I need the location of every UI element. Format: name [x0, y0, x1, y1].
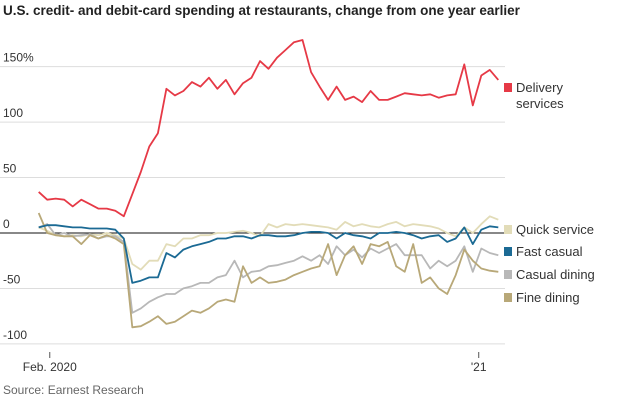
legend-item: Fast casual	[504, 244, 616, 260]
chart-title: U.S. credit- and debit-card spending at …	[3, 3, 520, 18]
legend-label: Casual dining	[516, 267, 595, 282]
legend-item: Casual dining	[504, 267, 616, 283]
legend-item: Delivery services	[504, 80, 586, 112]
series-line	[38, 224, 499, 284]
legend-label: Delivery services	[516, 80, 564, 111]
legend-item: Fine dining	[504, 290, 616, 306]
legend-swatch	[504, 270, 512, 279]
series-line	[38, 39, 499, 218]
x-tick-label: '21	[471, 360, 487, 374]
series-line	[38, 215, 499, 271]
legend-label: Quick service	[516, 222, 595, 237]
x-tick-label: Feb. 2020	[23, 360, 77, 374]
source: Source: Earnest Research	[3, 383, 144, 397]
y-tick-label: 100	[3, 106, 23, 120]
y-tick-label: 50	[3, 162, 17, 176]
legend-label: Fast casual	[516, 244, 583, 259]
legend-item: Quick service	[504, 222, 616, 238]
y-tick-label: -50	[3, 272, 21, 286]
legend-swatch	[504, 247, 512, 256]
legend-swatch	[504, 293, 512, 302]
legend-swatch	[504, 225, 512, 234]
series-line	[37, 212, 499, 329]
legend-swatch	[504, 83, 512, 92]
y-tick-label: 150%	[3, 51, 34, 65]
legend-label: Fine dining	[516, 290, 580, 305]
series-line	[38, 223, 499, 314]
y-tick-label: 0	[3, 217, 10, 231]
y-tick-label: -100	[3, 328, 27, 342]
